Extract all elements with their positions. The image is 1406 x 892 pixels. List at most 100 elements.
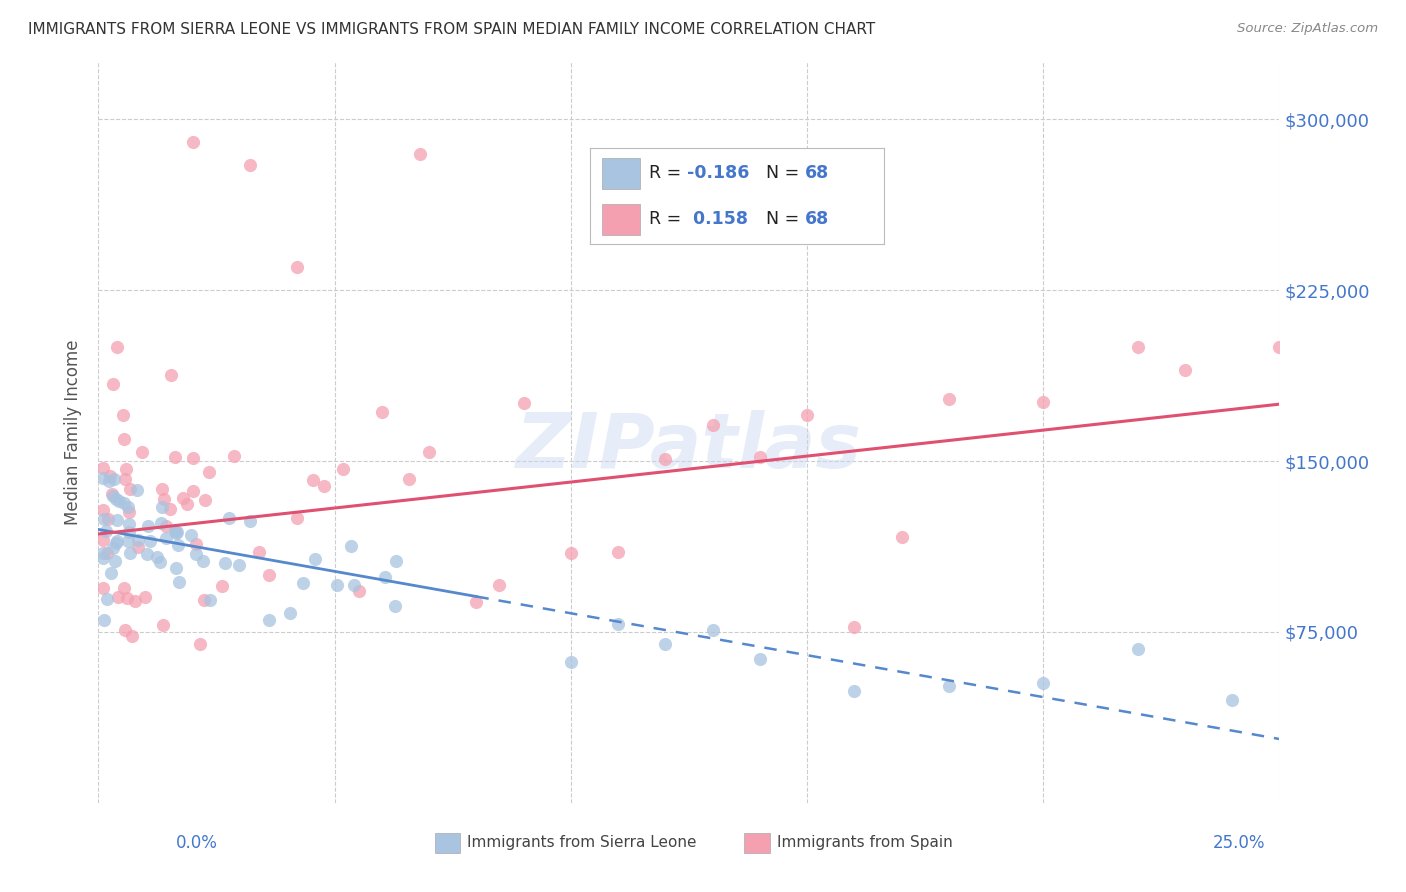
Point (488, 578, 510, 592)
Point (748, 651, 770, 665)
Point (155, 518, 177, 533)
Point (97, 512, 120, 526)
Point (165, 526, 187, 541)
Point (654, 452, 676, 467)
Text: Immigrants from Spain: Immigrants from Spain (776, 836, 953, 850)
Point (607, 617, 630, 632)
Point (104, 554, 127, 568)
Point (938, 679, 960, 693)
Text: R =: R = (648, 211, 686, 228)
Point (304, 552, 326, 566)
Point (150, 482, 173, 496)
Point (465, 595, 488, 609)
Point (1126, 340, 1149, 354)
Point (748, 450, 770, 464)
Point (1032, 676, 1054, 690)
Point (112, 432, 135, 446)
Point (117, 533, 139, 548)
Bar (602, 158, 640, 188)
Point (844, 684, 866, 698)
Point (176, 497, 198, 511)
Point (104, 536, 127, 550)
Point (120, 546, 142, 560)
Point (654, 637, 676, 651)
Point (159, 502, 181, 516)
Point (121, 629, 143, 643)
Point (118, 524, 141, 539)
Point (93, 581, 115, 595)
Point (101, 487, 124, 501)
Point (152, 618, 174, 632)
Text: 68: 68 (804, 164, 830, 182)
Bar (602, 204, 640, 235)
Point (91, 471, 114, 485)
Point (181, 450, 204, 465)
Point (105, 533, 128, 548)
Point (165, 561, 187, 575)
Point (418, 445, 440, 459)
Point (702, 418, 724, 433)
Point (120, 482, 142, 496)
Point (115, 591, 138, 606)
Point (111, 409, 134, 423)
Text: 25.0%: 25.0% (1213, 834, 1265, 852)
Point (374, 570, 396, 584)
Point (512, 396, 534, 410)
Point (103, 472, 125, 486)
Point (1268, 340, 1291, 354)
Point (107, 590, 129, 604)
Point (890, 530, 912, 544)
Point (145, 550, 167, 565)
Point (607, 544, 630, 558)
Text: N =: N = (766, 211, 806, 228)
Point (1126, 642, 1149, 657)
Point (127, 483, 149, 497)
Point (96, 591, 118, 606)
Point (332, 462, 354, 476)
Point (163, 450, 186, 465)
Point (172, 491, 194, 505)
Point (180, 527, 202, 541)
Point (302, 473, 325, 487)
Y-axis label: Median Family Income: Median Family Income (65, 340, 83, 525)
Point (291, 575, 314, 590)
Point (408, 146, 430, 161)
Point (131, 445, 153, 459)
Point (844, 620, 866, 634)
Point (239, 514, 262, 528)
Point (118, 505, 141, 519)
Point (347, 583, 370, 598)
Point (257, 568, 280, 582)
Point (1174, 363, 1197, 377)
Point (198, 465, 221, 479)
Point (105, 513, 128, 527)
Point (1032, 394, 1054, 409)
Point (105, 340, 128, 354)
Point (191, 554, 214, 568)
Point (127, 533, 149, 548)
Point (214, 556, 236, 570)
Point (96, 524, 118, 538)
Point (112, 581, 135, 595)
Point (153, 492, 176, 507)
Point (91, 533, 114, 547)
Point (193, 593, 215, 607)
Point (107, 494, 129, 508)
Point (118, 516, 141, 531)
Point (101, 489, 124, 503)
Point (181, 483, 204, 498)
Text: IMMIGRANTS FROM SIERRA LEONE VS IMMIGRANTS FROM SPAIN MEDIAN FAMILY INCOME CORRE: IMMIGRANTS FROM SIERRA LEONE VS IMMIGRAN… (28, 22, 876, 37)
Point (222, 450, 245, 464)
Point (702, 623, 724, 637)
Point (343, 578, 366, 592)
Point (127, 541, 149, 555)
Point (160, 368, 183, 382)
Point (166, 525, 188, 540)
Text: N =: N = (766, 164, 806, 182)
Point (91, 503, 114, 517)
Point (96, 545, 118, 559)
Point (98, 468, 121, 483)
Point (98, 474, 121, 488)
Point (285, 260, 308, 275)
Point (103, 376, 125, 391)
